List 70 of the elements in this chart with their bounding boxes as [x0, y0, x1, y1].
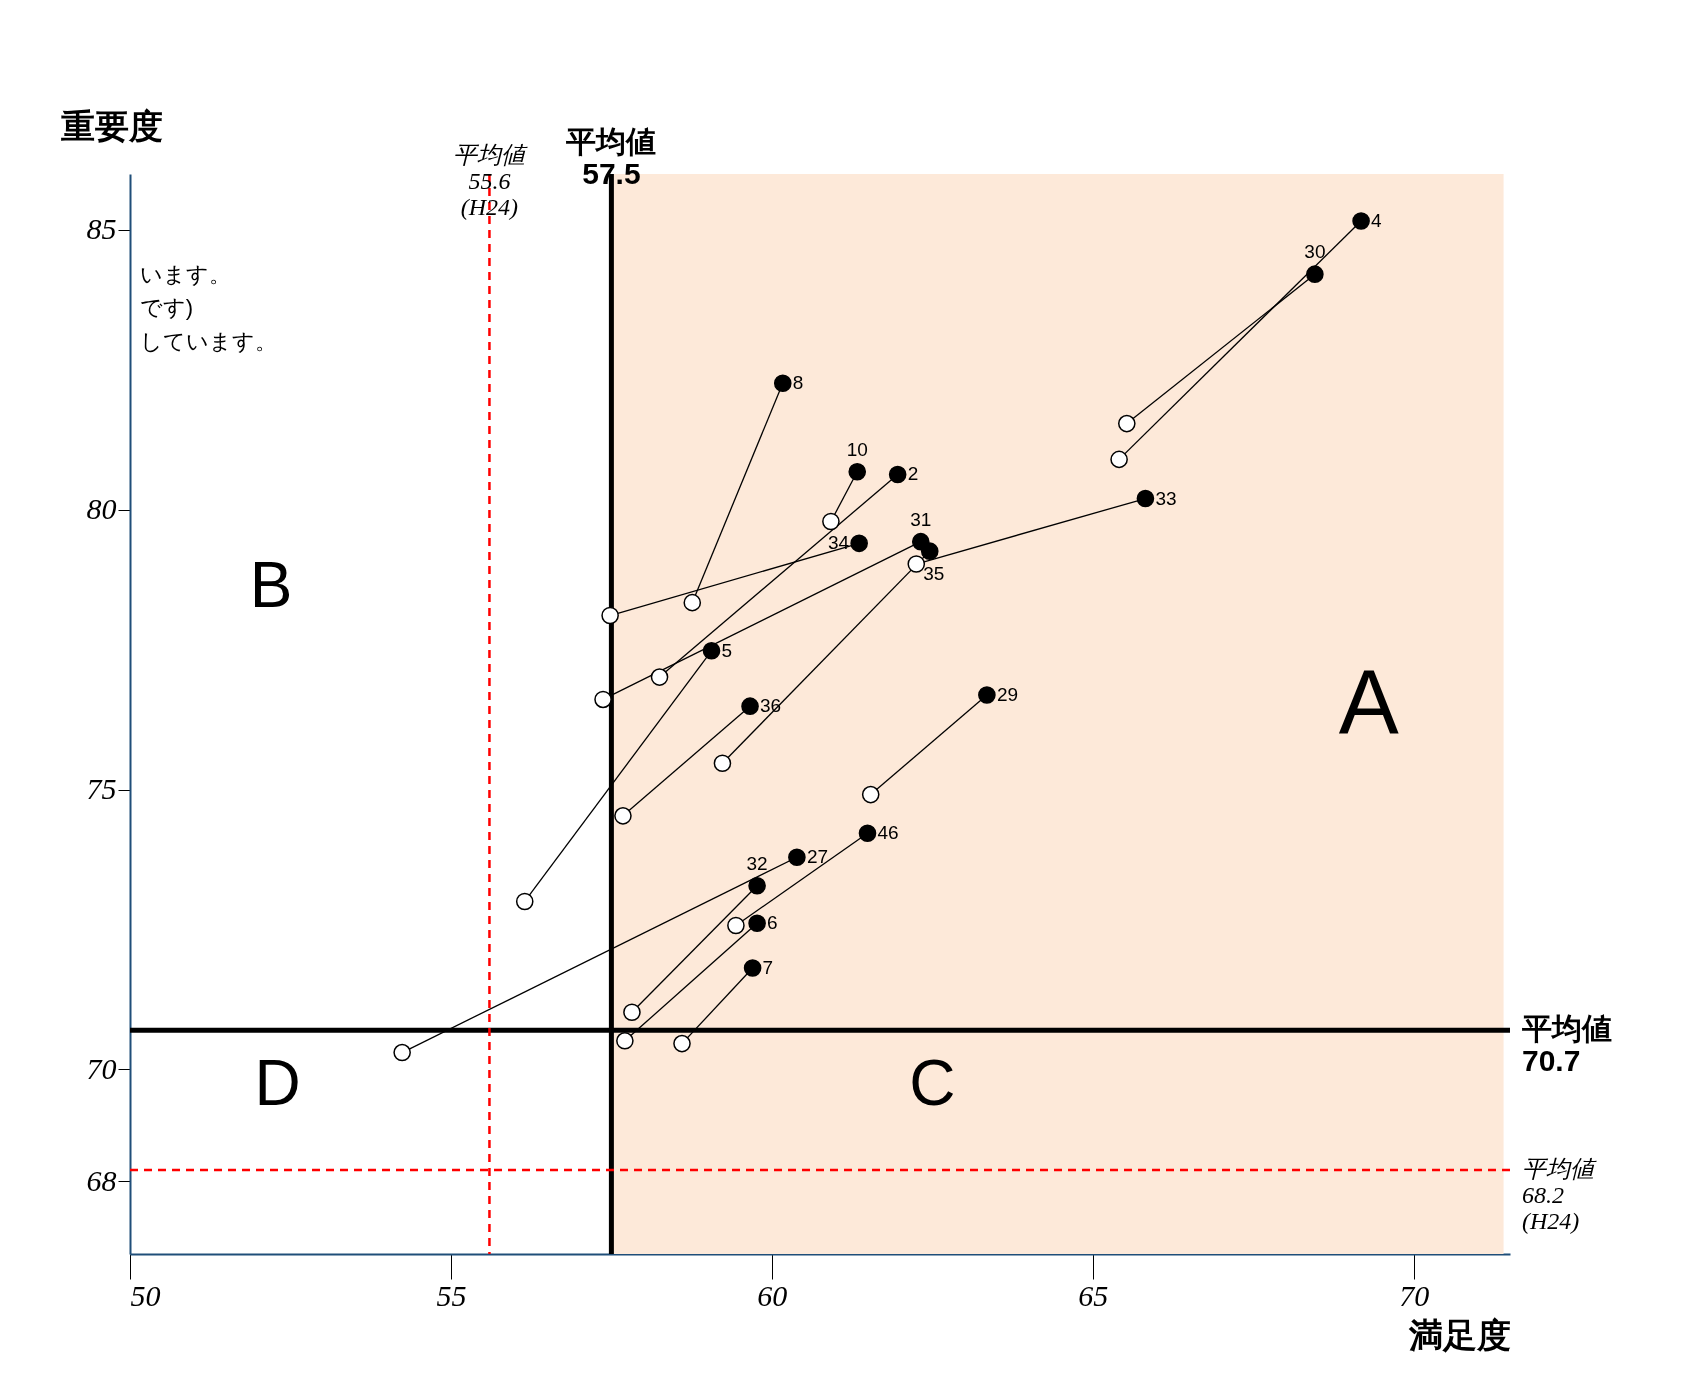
- x-axis-title: 満足度: [1407, 1315, 1511, 1354]
- point: [748, 914, 766, 933]
- annotation: 35: [923, 563, 945, 585]
- point: [748, 877, 766, 895]
- point: [650, 668, 669, 686]
- annotation: います。: [139, 261, 231, 287]
- point: [788, 848, 806, 867]
- x-tick-label: 70: [1399, 1278, 1430, 1312]
- point: [858, 824, 877, 842]
- point: [978, 686, 996, 704]
- y-axis-title: 重要度: [60, 106, 163, 145]
- point: [673, 1034, 691, 1053]
- ref-line-label: 平均値 57.5: [565, 125, 657, 190]
- annotation: 31: [910, 508, 932, 530]
- annotation: 29: [996, 683, 1019, 705]
- point: [702, 641, 721, 660]
- annotation: 36: [760, 695, 782, 717]
- annotation: A: [1338, 651, 1399, 752]
- point: [848, 462, 867, 481]
- point: [683, 593, 702, 612]
- point: [1118, 414, 1136, 433]
- annotation: 2: [907, 463, 919, 485]
- annotation: 8: [792, 372, 804, 394]
- point: [888, 465, 907, 484]
- annotation: 30: [1304, 241, 1326, 263]
- point: [601, 606, 619, 625]
- annotation: 5: [721, 639, 733, 661]
- point: [1110, 450, 1128, 469]
- point: [907, 555, 926, 573]
- point: [743, 959, 762, 977]
- annotation: 27: [806, 846, 829, 868]
- x-tick-label: 50: [130, 1278, 161, 1312]
- point: [861, 785, 880, 804]
- point: [614, 807, 632, 825]
- ref-line-label: 平均値 68.2 (H24): [1522, 1156, 1597, 1235]
- point: [1352, 212, 1370, 230]
- point: [713, 754, 732, 773]
- y-tick-label: 68: [86, 1163, 117, 1197]
- y-tick-label: 75: [86, 772, 117, 806]
- point: [920, 542, 939, 560]
- point: [623, 1003, 641, 1022]
- x-tick-label: 65: [1078, 1278, 1109, 1312]
- y-tick-label: 85: [86, 212, 117, 246]
- annotation: 34: [828, 532, 850, 554]
- annotation: B: [249, 549, 293, 622]
- annotation: D: [254, 1047, 301, 1120]
- point: [773, 374, 792, 393]
- point: [616, 1032, 634, 1050]
- point: [1306, 265, 1324, 283]
- y-tick-label: 70: [86, 1051, 117, 1085]
- y-tick-label: 80: [86, 492, 117, 526]
- point: [822, 512, 840, 531]
- point: [741, 697, 759, 715]
- point: [1136, 489, 1155, 508]
- ref-line-label: 平均値 55.6 (H24): [453, 142, 529, 220]
- annotation: 32: [746, 852, 768, 874]
- x-tick-label: 60: [757, 1278, 788, 1312]
- annotation: 4: [1371, 210, 1383, 232]
- annotation: 46: [877, 822, 899, 844]
- x-tick-label: 55: [436, 1278, 467, 1312]
- annotation: C: [909, 1047, 956, 1120]
- annotation: 10: [846, 438, 868, 460]
- point: [727, 916, 745, 935]
- annotation: 33: [1155, 487, 1177, 509]
- annotation: 7: [762, 957, 774, 979]
- annotation: です): [139, 295, 193, 321]
- ref-line-label: 平均値 70.7: [1521, 1012, 1612, 1078]
- annotation: 6: [767, 912, 778, 934]
- point: [850, 534, 868, 553]
- annotation: しています。: [139, 328, 277, 354]
